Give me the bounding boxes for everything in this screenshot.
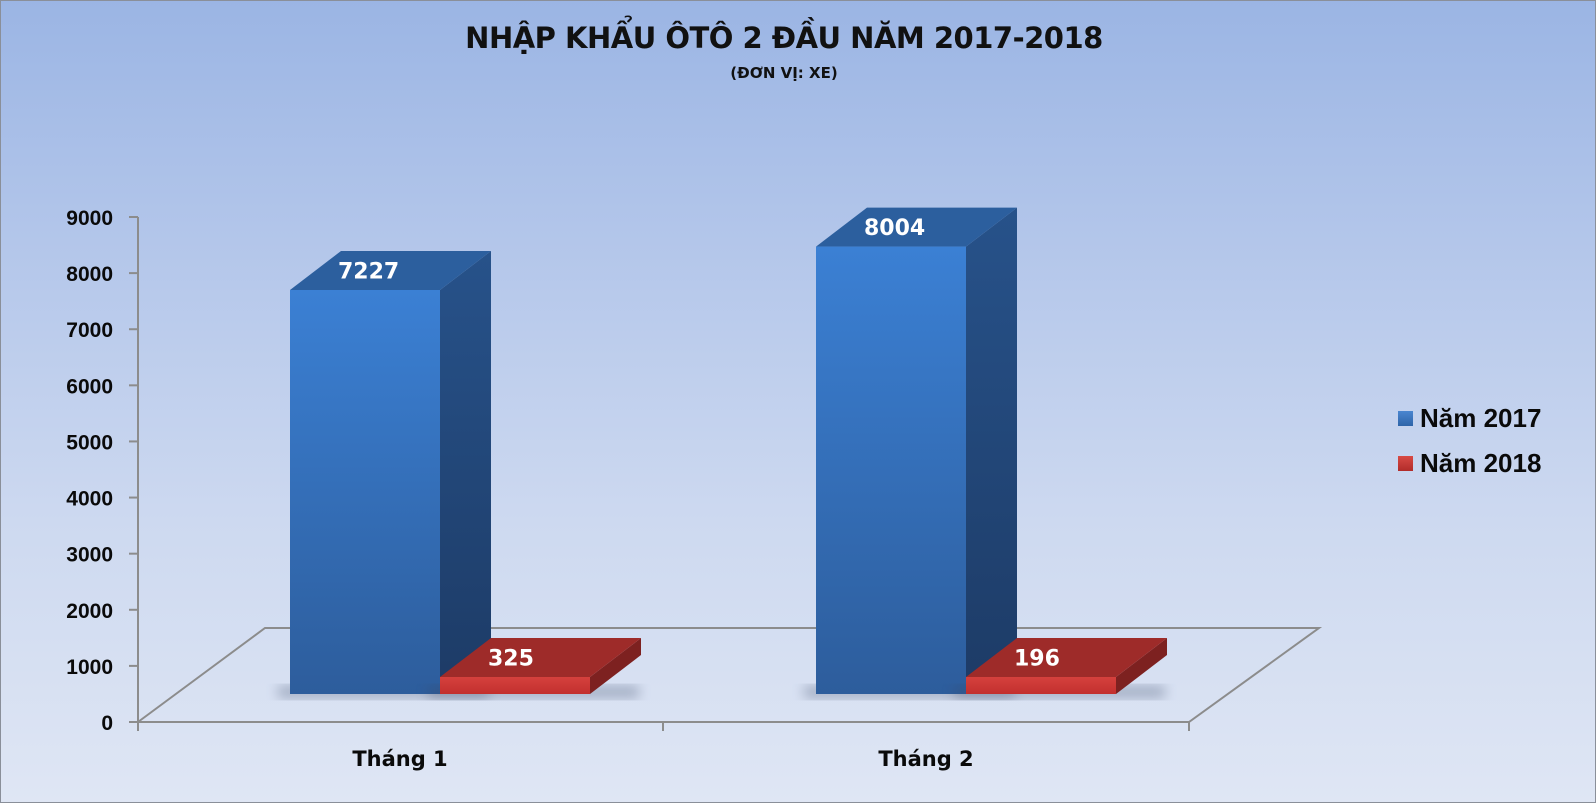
legend-item-2017: Năm 2017	[1398, 396, 1541, 441]
data-label: 325	[488, 647, 534, 672]
chart-subtitle: (ĐƠN VỊ: XE)	[730, 64, 838, 82]
data-labels: 7227 325 8004 196	[338, 216, 1060, 671]
y-tick-label: 7000	[66, 319, 113, 342]
y-tick-label: 4000	[66, 488, 113, 511]
data-label: 8004	[864, 216, 925, 241]
y-tick-label: 6000	[66, 375, 113, 398]
y-tick-label: 9000	[66, 207, 113, 230]
x-category-label: Tháng 1	[352, 747, 447, 771]
y-tick-label: 1000	[66, 656, 113, 679]
y-tick-label: 2000	[66, 600, 113, 623]
bar-năm-2018-1	[428, 638, 641, 698]
bar-năm-2018-2	[954, 638, 1167, 698]
data-label: 7227	[338, 260, 399, 285]
bar-năm-2017-2	[804, 207, 1017, 698]
data-label: 196	[1014, 647, 1060, 672]
chart-title: NHẬP KHẨU ÔTÔ 2 ĐẦU NĂM 2017-2018	[465, 21, 1103, 55]
x-category-label: Tháng 2	[878, 747, 973, 771]
legend-label-2018: Năm 2018	[1420, 448, 1542, 478]
bar-năm-2017-1	[278, 251, 491, 698]
legend-label-2017: Năm 2017	[1420, 403, 1542, 433]
y-tick-label: 0	[101, 712, 113, 735]
y-tick-label: 3000	[66, 544, 113, 567]
legend-swatch-2018	[1398, 456, 1413, 471]
y-tick-label: 8000	[66, 263, 113, 286]
legend-item-2018: Năm 2018	[1398, 441, 1541, 486]
bars	[278, 207, 1167, 698]
legend: Năm 2017 Năm 2018	[1398, 396, 1541, 486]
axes: 0 1000 2000 3000 4000 5000 6000 7000 8000 9000 Thá…	[66, 207, 1323, 771]
y-tick-label: 5000	[66, 431, 113, 454]
legend-swatch-2017	[1398, 411, 1413, 426]
